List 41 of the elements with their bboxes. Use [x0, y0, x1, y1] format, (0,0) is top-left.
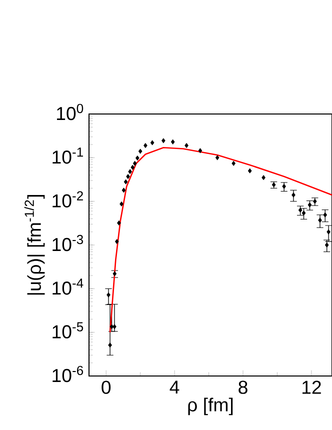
- x-tick-label: 0: [102, 380, 111, 394]
- line-series: [109, 146, 332, 333]
- x-tick-label: 12: [302, 380, 321, 394]
- point: [150, 140, 154, 146]
- point: [122, 188, 126, 193]
- point: [117, 220, 121, 226]
- point: [262, 175, 266, 180]
- y-tick-label: 10$^{-1}$: [52, 148, 83, 164]
- point: [162, 138, 166, 144]
- y-tick-label: 10$^{0}$: [57, 104, 84, 120]
- y-tick-label: 10$^{-2}$: [52, 191, 83, 208]
- x-axis-title: ρ [fm]: [188, 398, 233, 416]
- point: [110, 324, 114, 330]
- point: [292, 192, 296, 198]
- point: [248, 168, 252, 174]
- y-tick-label: 10$^{-3}$: [52, 234, 84, 252]
- point: [318, 218, 322, 223]
- point: [232, 160, 236, 166]
- x-tick-label: 4: [170, 380, 180, 394]
- y-tick-label: 10$^{-6}$: [52, 366, 84, 382]
- point: [115, 239, 119, 244]
- point: [112, 324, 116, 330]
- point: [124, 179, 128, 184]
- x-tick-label: 8: [238, 380, 248, 394]
- point: [215, 155, 220, 160]
- y-axis-title: |u(ρ)| [fm$^{-1/2}$]: [24, 195, 45, 295]
- point: [138, 148, 142, 154]
- y-tick-label: 10$^{-5}$: [52, 322, 84, 338]
- point: [106, 292, 110, 298]
- point: [144, 143, 148, 148]
- point: [132, 160, 137, 166]
- point: [120, 202, 124, 206]
- point: [198, 148, 202, 154]
- point: [184, 143, 188, 148]
- point: [126, 174, 130, 179]
- point: [170, 139, 175, 144]
- point: [136, 156, 140, 160]
- point: [108, 342, 112, 348]
- y-tick-label: 10$^{-4}$: [52, 278, 84, 295]
- point: [128, 169, 132, 174]
- point: [130, 164, 134, 170]
